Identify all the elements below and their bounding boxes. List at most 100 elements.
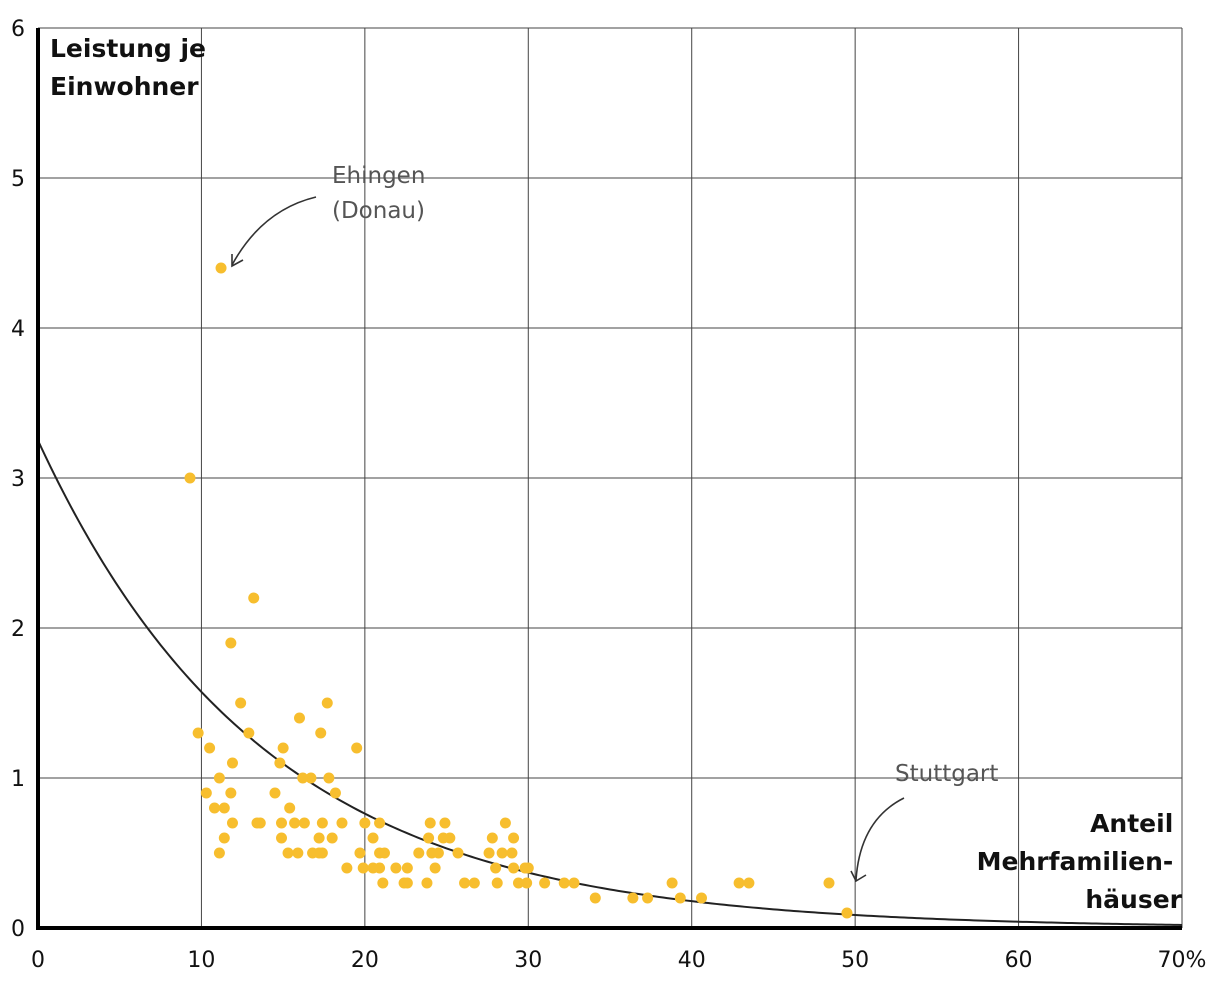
data-point-23 (209, 802, 221, 814)
data-point-86 (558, 877, 570, 889)
data-point-96 (696, 892, 708, 904)
data-point-54 (316, 847, 328, 859)
data-point-8 (315, 727, 327, 739)
data-point-28 (254, 817, 266, 829)
data-point-18 (323, 772, 335, 784)
tick-labels: 0 10 20 30 40 50 60 70% 0 1 2 3 4 5 6 (11, 17, 1206, 973)
data-point-3 (225, 637, 237, 649)
axes (36, 28, 1182, 930)
data-point-11 (351, 742, 363, 754)
annotation-ehingen-line-1: Ehingen (332, 163, 425, 189)
data-point-22 (329, 787, 341, 799)
annotation-ehingen: Ehingen (Donau) (231, 163, 433, 268)
data-point-81 (468, 877, 480, 889)
data-point-15 (213, 772, 225, 784)
data-point-57 (378, 847, 390, 859)
x-tick-label-0: 0 (31, 948, 45, 973)
data-point-39 (218, 832, 230, 844)
data-point-68 (374, 862, 386, 874)
data-point-25 (284, 802, 296, 814)
data-point-97 (841, 907, 853, 919)
data-point-6 (192, 727, 204, 739)
y-tick-label-1: 1 (11, 767, 25, 792)
x-tick-label-4: 40 (678, 948, 706, 973)
trend-curve-layer (37, 440, 1183, 926)
x-axis-title-line-1: Anteil (1090, 809, 1173, 838)
y-tick-label-4: 4 (11, 317, 25, 342)
x-tick-label-1: 10 (187, 948, 215, 973)
data-point-61 (452, 847, 464, 859)
trend-curve (37, 440, 1183, 926)
data-point-79 (421, 877, 433, 889)
data-point-69 (390, 862, 402, 874)
data-point-19 (200, 787, 212, 799)
data-point-51 (292, 847, 304, 859)
data-point-1 (184, 472, 196, 484)
x-axis-title: Anteil Mehrfamilien- häuser (977, 809, 1183, 914)
data-point-93 (627, 892, 639, 904)
data-point-55 (354, 847, 366, 859)
data-point-13 (226, 757, 238, 769)
annotation-ehingen-arrowhead (231, 254, 244, 268)
data-point-4 (235, 697, 247, 709)
data-point-17 (305, 772, 317, 784)
data-point-34 (359, 817, 371, 829)
data-point-33 (336, 817, 348, 829)
data-point-72 (490, 862, 502, 874)
data-point-7 (243, 727, 255, 739)
data-point-14 (274, 757, 286, 769)
data-points (184, 262, 853, 919)
data-point-10 (277, 742, 289, 754)
data-point-26 (226, 817, 238, 829)
data-point-78 (401, 877, 413, 889)
data-point-2 (248, 592, 260, 604)
x-tick-label-2: 20 (351, 948, 379, 973)
data-point-63 (496, 847, 508, 859)
data-point-50 (282, 847, 294, 859)
x-tick-label-3: 30 (514, 948, 542, 973)
data-point-20 (225, 787, 237, 799)
data-point-91 (823, 877, 835, 889)
data-point-38 (499, 817, 511, 829)
data-point-30 (289, 817, 301, 829)
x-tick-label-5: 50 (841, 948, 869, 973)
data-point-84 (521, 877, 533, 889)
data-point-29 (276, 817, 288, 829)
data-point-0 (215, 262, 227, 274)
x-tick-label-6: 60 (1005, 948, 1033, 973)
y-tick-label-3: 3 (11, 467, 25, 492)
annotation-ehingen-arrow (231, 196, 317, 266)
x-axis-title-line-3: häuser (1085, 885, 1182, 914)
data-point-5 (321, 697, 333, 709)
data-point-65 (341, 862, 353, 874)
annotation-stuttgart-line-1: Stuttgart (895, 761, 998, 787)
y-tick-label-2: 2 (11, 617, 25, 642)
annotation-ehingen-label: Ehingen (Donau) (332, 163, 433, 224)
annotation-stuttgart-arrow (855, 797, 905, 881)
data-point-31 (298, 817, 310, 829)
y-tick-label-6: 6 (11, 17, 25, 42)
grid-lines (38, 27, 1183, 928)
data-point-36 (424, 817, 436, 829)
data-point-21 (269, 787, 281, 799)
y-tick-label-0: 0 (11, 917, 25, 942)
data-point-60 (432, 847, 444, 859)
data-point-74 (522, 862, 534, 874)
data-point-80 (459, 877, 471, 889)
data-point-66 (357, 862, 369, 874)
data-point-16 (297, 772, 309, 784)
data-point-9 (204, 742, 216, 754)
data-point-90 (743, 877, 755, 889)
data-point-85 (539, 877, 551, 889)
annotation-stuttgart-arrowhead (850, 870, 867, 883)
data-point-46 (444, 832, 456, 844)
y-axis-title: Leistung je Einwohner (50, 34, 215, 101)
data-point-58 (413, 847, 425, 859)
data-point-41 (313, 832, 325, 844)
data-point-87 (568, 877, 580, 889)
data-point-64 (506, 847, 518, 859)
data-point-83 (512, 877, 524, 889)
data-point-35 (374, 817, 386, 829)
data-point-12 (293, 712, 305, 724)
